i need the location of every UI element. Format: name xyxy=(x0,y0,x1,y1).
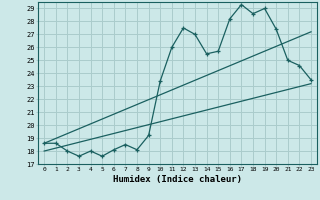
X-axis label: Humidex (Indice chaleur): Humidex (Indice chaleur) xyxy=(113,175,242,184)
